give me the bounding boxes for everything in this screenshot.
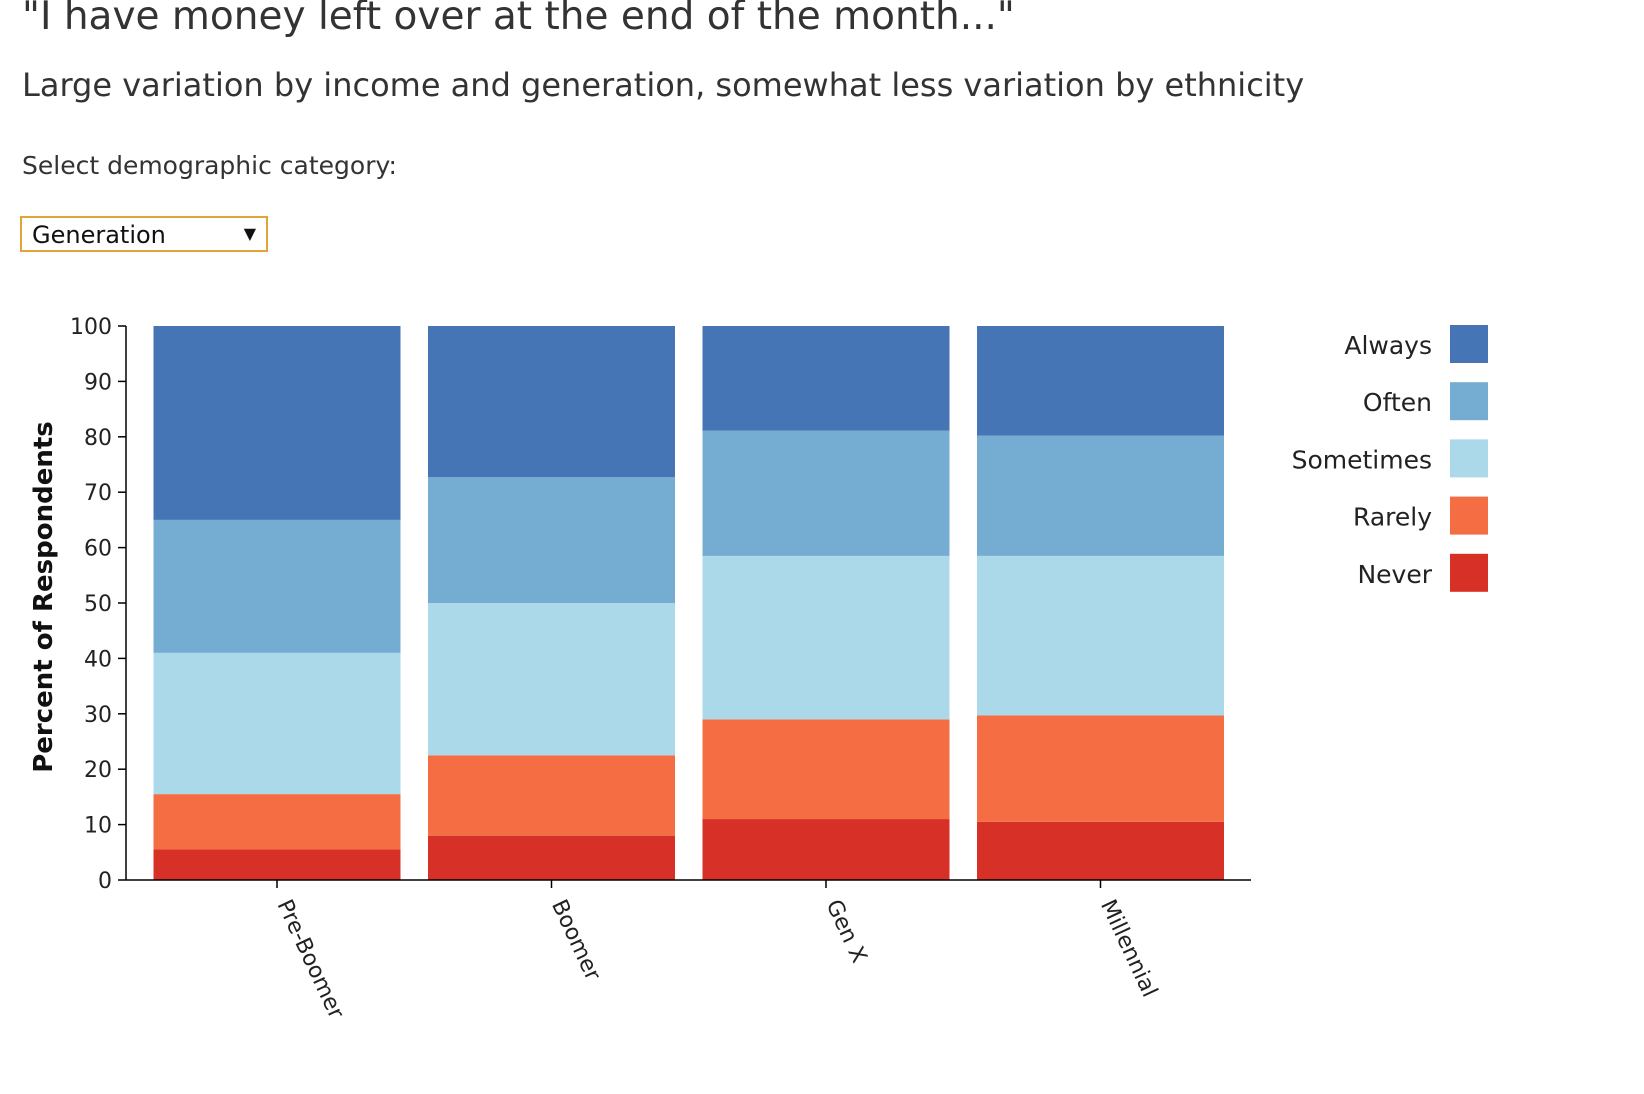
chart-title: "I have money left over at the end of th… [22,0,1015,39]
bar-millennial-rarely [977,715,1224,822]
legend-swatch-never [1450,553,1488,592]
bar-pre-boomer-always [153,326,401,520]
legend-swatch-rarely [1450,496,1488,535]
y-tick-label: 60 [84,537,112,562]
x-tick-label: Pre-Boomer [272,896,349,1024]
legend-label-rarely: Rarely [1353,503,1432,532]
y-tick-label: 100 [70,315,112,340]
bar-pre-boomer-sometimes [153,652,401,795]
y-tick-label: 70 [84,481,112,506]
y-tick-label: 0 [98,869,112,894]
bar-pre-boomer-often [153,519,401,653]
legend-swatch-often [1450,382,1488,421]
x-tick-label: Millennial [1095,896,1162,1001]
y-tick-label: 30 [84,703,112,728]
bar-gen-x-rarely [702,719,950,820]
y-axis-label: Percent of Respondents [29,421,59,773]
bar-boomer-never [428,835,675,880]
chart-subtitle: Large variation by income and generation… [22,66,1305,104]
bar-boomer-rarely [428,755,675,836]
bar-gen-x-often [702,430,950,556]
bar-pre-boomer-rarely [153,794,401,850]
y-tick-label: 50 [84,592,112,617]
chevron-down-icon: ▼ [243,224,256,243]
legend-label-never: Never [1357,560,1432,589]
bar-gen-x-sometimes [702,555,950,720]
bar-boomer-always [428,326,675,478]
legend-label-sometimes: Sometimes [1292,445,1432,474]
bars-layer [153,326,1224,880]
stacked-bar-chart: 0 10 20 30 40 50 60 70 80 90 100 Pre-Boomer Boomer G… [29,315,1488,1024]
legend-label-often: Often [1363,388,1432,417]
legend-label-always: Always [1344,331,1432,360]
y-tick-label: 20 [84,758,112,783]
x-tick-label: Gen X [821,896,872,967]
bar-millennial-always [977,326,1224,436]
y-tick-label: 80 [84,426,112,451]
bar-boomer-sometimes [428,603,675,756]
bar-boomer-often [428,477,675,603]
x-axis: Pre-Boomer Boomer Gen X Millennial [126,879,1251,1024]
bar-gen-x-never [702,819,950,880]
bar-pre-boomer-never [153,849,401,880]
y-axis: 0 10 20 30 40 50 60 70 80 90 100 [70,315,127,894]
bar-gen-x-always [702,326,950,431]
y-tick-label: 40 [84,647,112,672]
legend: Always Often Sometimes Rarely Never [1292,325,1488,592]
bar-millennial-sometimes [977,555,1224,716]
dropdown-selected-value: Generation [32,221,166,249]
y-tick-label: 90 [84,370,112,395]
y-tick-label: 10 [84,814,112,839]
bar-millennial-never [977,821,1224,880]
legend-swatch-always [1450,325,1488,363]
bar-millennial-often [977,435,1224,556]
demographic-category-dropdown[interactable]: Generation ▼ [20,216,268,252]
x-tick-label: Boomer [546,896,605,985]
legend-swatch-sometimes [1450,439,1488,478]
category-select-label: Select demographic category: [22,151,397,180]
